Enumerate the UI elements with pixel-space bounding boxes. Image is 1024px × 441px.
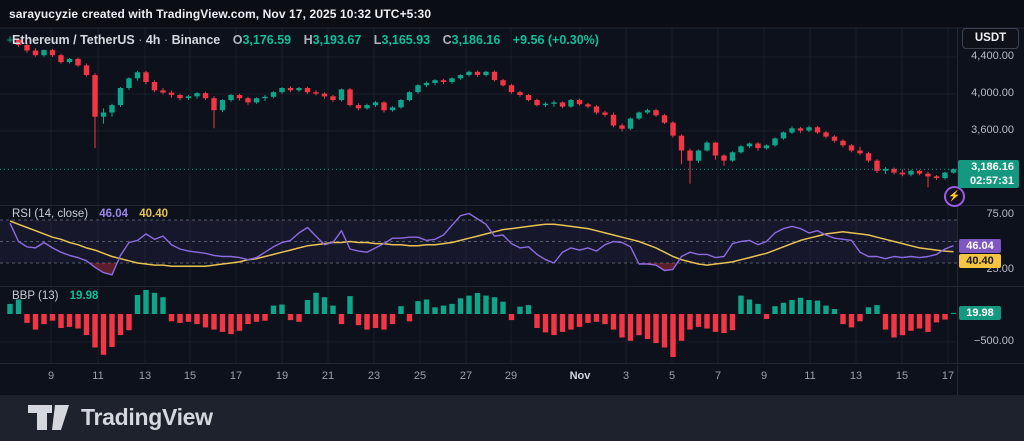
time-axis-label: Nov: [570, 370, 592, 382]
time-axis-label: 19: [276, 370, 288, 382]
symbol-name: Ethereum / TetherUS: [12, 33, 135, 47]
time-axis-label: 9: [48, 370, 54, 382]
rsi-oversold-fill: [10, 263, 954, 275]
open-label: O: [232, 33, 243, 47]
candlestick-series: [7, 36, 957, 188]
tradingview-logo-text: TradingView: [81, 404, 213, 430]
time-axis-label: 11: [92, 370, 103, 382]
rsi-band: [0, 219, 957, 264]
rsi-line: [9, 212, 954, 276]
symbol-legend[interactable]: Ethereum / TetherUS · 4h · Binance O3,17…: [12, 33, 599, 47]
time-axis-label: 23: [368, 370, 380, 382]
rsi-legend[interactable]: RSI (14, close) 46.04 40.40: [12, 208, 168, 220]
bar-countdown: 02:57:31: [969, 175, 1014, 187]
tradingview-logo-mark: [28, 405, 69, 430]
time-axis-label: 3: [623, 370, 629, 382]
time-axis-label: 15: [896, 370, 908, 382]
low-value: 3,165.93: [381, 33, 431, 47]
time-axis-label: 7: [715, 370, 721, 382]
bbp-axis-label: −500.00: [973, 335, 1014, 347]
interval-label: 4h: [145, 33, 161, 47]
time-axis-label: 13: [850, 370, 862, 382]
rsi-ma-line: [9, 220, 954, 267]
bbp-label: BBP (13): [12, 290, 59, 302]
bbp-value-badge: 19.98: [959, 306, 1001, 320]
time-axis-label: 25: [414, 370, 426, 382]
bbp-histogram: [7, 290, 957, 357]
panel-separators: [0, 27, 1024, 395]
time-axis-label: 21: [322, 370, 334, 382]
time-axis-label: 29: [505, 370, 517, 382]
bbp-legend[interactable]: BBP (13) 19.98: [12, 290, 98, 302]
exchange-label: Binance: [171, 33, 221, 47]
high-value: 3,193.67: [312, 33, 362, 47]
rsi-ma-value: 40.40: [139, 208, 169, 220]
rsi-label: RSI (14, close): [12, 208, 89, 220]
price-axis-label: 4,000.00: [971, 87, 1014, 99]
time-axis-label: 9: [761, 370, 767, 382]
high-label: H: [303, 33, 313, 47]
time-axis-label: 15: [184, 370, 196, 382]
close-label: C: [442, 33, 452, 47]
attribution-text: sarayucyzie created with TradingView.com…: [9, 7, 432, 21]
time-axis-label: 17: [230, 370, 242, 382]
rsi-value: 46.04: [99, 208, 129, 220]
attribution-bar: sarayucyzie created with TradingView.com…: [0, 0, 1024, 28]
separator-dot: ·: [138, 33, 143, 47]
open-value: 3,176.59: [242, 33, 292, 47]
price-axis-label: 3,600.00: [971, 124, 1014, 136]
currency-toggle-button[interactable]: USDT: [962, 28, 1019, 49]
rsi-axis-label-75: 75.00: [986, 208, 1014, 220]
footer-bar: TradingView: [0, 395, 1024, 441]
bbp-value: 19.98: [69, 290, 99, 302]
separator-dot: ·: [163, 33, 169, 47]
last-price-badge: 3,186.16 02:57:31: [958, 160, 1019, 188]
time-axis-labels[interactable]: 9 11 13 15 17 19 21 23 25 27 29 Nov 3 5 7 9 11 13 15 17: [48, 370, 954, 382]
time-axis-label: 27: [460, 370, 472, 382]
lightning-icon[interactable]: ⚡: [944, 186, 965, 207]
close-value: 3,186.16: [451, 33, 501, 47]
rsi-value-badge: 46.04: [959, 239, 1001, 253]
price-axis-label: 4,400.00: [971, 50, 1014, 62]
low-label: L: [373, 33, 382, 47]
rsi-ma-value-badge: 40.40: [959, 254, 1001, 268]
last-price-value: 3,186.16: [971, 161, 1014, 173]
tradingview-logo[interactable]: TradingView: [28, 404, 213, 431]
change-value: +9.56 (+0.30%): [512, 33, 599, 47]
time-axis-label: 17: [942, 370, 954, 382]
time-axis-label: 11: [804, 370, 815, 382]
time-axis-label: 13: [139, 370, 151, 382]
time-axis-label: 5: [669, 370, 675, 382]
